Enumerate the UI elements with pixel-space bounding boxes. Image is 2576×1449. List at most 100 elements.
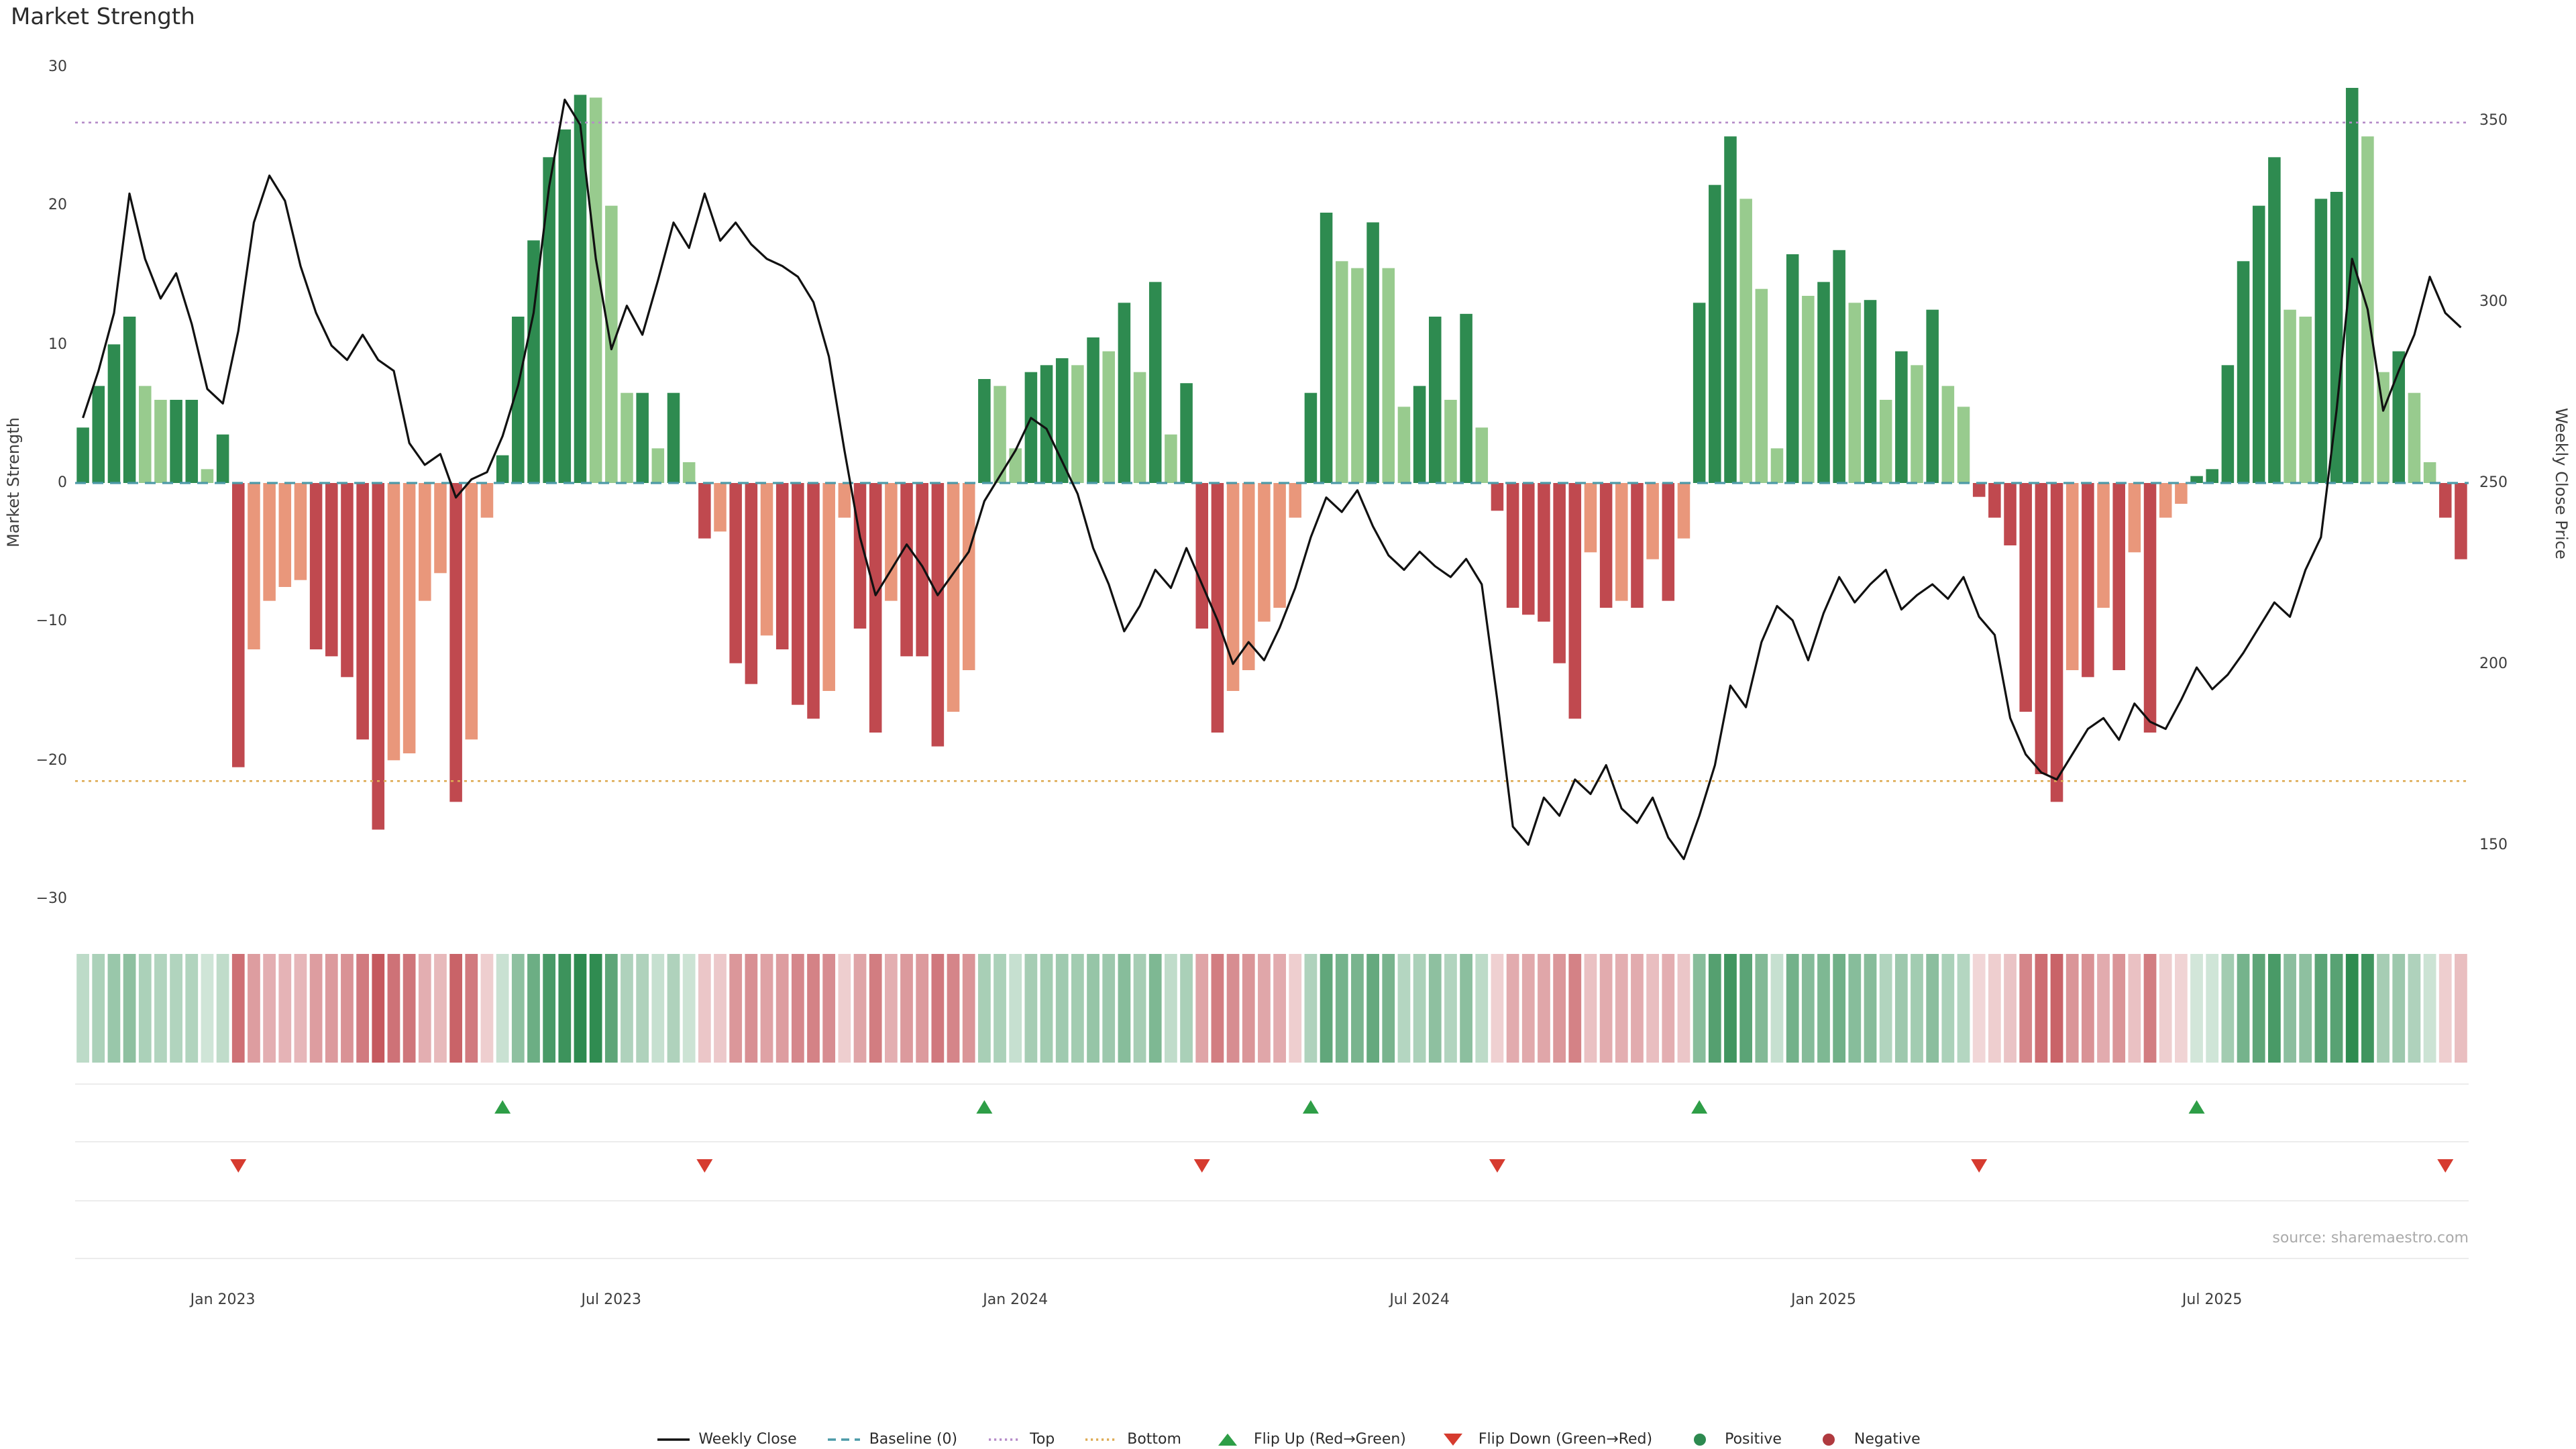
- strength-bar: [2314, 199, 2328, 483]
- heatmap-cell: [2237, 954, 2250, 1063]
- legend-label: Baseline (0): [869, 1430, 958, 1448]
- strength-bar: [372, 483, 385, 830]
- right-axis-title: Weekly Close Price: [2552, 407, 2571, 559]
- heatmap-cell: [2361, 954, 2374, 1063]
- strength-bar: [2392, 351, 2406, 483]
- x-axis-tick-label: Jul 2025: [2182, 1291, 2243, 1308]
- strength-bar: [885, 483, 898, 601]
- heatmap-cell: [931, 954, 945, 1063]
- strength-bar: [698, 483, 711, 539]
- strength-bar: [1413, 386, 1426, 483]
- x-axis-tick-label: Jul 2024: [1389, 1291, 1450, 1308]
- heatmap-cell: [900, 954, 913, 1063]
- strength-bar: [1833, 250, 1845, 483]
- heatmap-cell: [745, 954, 758, 1063]
- heatmap-cell: [1755, 954, 1768, 1063]
- heatmap-cell: [2408, 954, 2421, 1063]
- strength-bar: [651, 448, 665, 483]
- strength-bar: [947, 483, 960, 712]
- heatmap-cell: [480, 954, 494, 1063]
- legend-line-icon: [657, 1438, 690, 1440]
- strength-bar: [621, 392, 633, 483]
- heatmap-cell: [1118, 954, 1131, 1063]
- heatmap-cell: [1087, 954, 1099, 1063]
- legend-swatch: [1822, 1433, 1835, 1445]
- heatmap-cell: [822, 954, 836, 1063]
- strength-bar: [1273, 483, 1286, 608]
- strength-bar: [543, 157, 555, 483]
- strength-bar: [402, 483, 416, 753]
- heatmap-cell: [511, 954, 525, 1063]
- strength-bar: [2330, 192, 2343, 483]
- strength-bar: [1662, 483, 1675, 601]
- flip-up-marker: [2188, 1100, 2205, 1114]
- strength-bar: [1071, 365, 1084, 483]
- right-axis-tick-label: 250: [2479, 474, 2508, 491]
- flip-down-marker: [2437, 1159, 2454, 1173]
- heatmap-cell: [1226, 954, 1240, 1063]
- heatmap-cell: [2004, 954, 2017, 1063]
- heatmap-cell: [372, 954, 385, 1063]
- heatmap-cell: [2081, 954, 2094, 1063]
- strength-bar: [2455, 483, 2467, 559]
- heatmap-cell: [1957, 954, 1970, 1063]
- heatmap-cell: [1724, 954, 1737, 1063]
- heatmap-cell: [1009, 954, 1022, 1063]
- heatmap-cell: [1165, 954, 1177, 1063]
- strength-bar: [1429, 317, 1442, 483]
- plot-canvas: [75, 88, 2469, 1259]
- strength-bar: [2035, 483, 2048, 774]
- strength-bar: [1024, 372, 1038, 483]
- strength-bar: [278, 483, 292, 587]
- strength-bar: [1444, 400, 1457, 483]
- flip-down-marker: [696, 1159, 713, 1173]
- heatmap-cell: [2299, 954, 2312, 1063]
- heatmap-cell: [1242, 954, 1255, 1063]
- heatmap-cell: [1258, 954, 1271, 1063]
- legend-circle-icon: [1822, 1433, 1835, 1445]
- heatmap-cell: [636, 954, 649, 1063]
- legend-item-negative: Negative: [1811, 1430, 1921, 1448]
- strength-bar: [1304, 392, 1318, 483]
- heatmap-cell: [527, 954, 540, 1063]
- heatmap-cell: [1864, 954, 1877, 1063]
- right-axis-tick-label: 150: [2479, 835, 2508, 853]
- heatmap-cell: [714, 954, 727, 1063]
- right-axis-tick-label: 350: [2479, 111, 2508, 129]
- heatmap-cell: [1382, 954, 1395, 1063]
- heatmap-cell: [2097, 954, 2110, 1063]
- strength-bar: [931, 483, 945, 747]
- strength-bar: [1848, 303, 1862, 483]
- heatmap-cell: [1568, 954, 1582, 1063]
- heatmap-cell: [2128, 954, 2141, 1063]
- heatmap-cell: [1662, 954, 1675, 1063]
- heatmap-cell: [2455, 954, 2467, 1063]
- heatmap-cell: [1801, 954, 1815, 1063]
- heatmap-cell: [1460, 954, 1472, 1063]
- heatmap-cell: [1397, 954, 1411, 1063]
- heatmap-cell: [962, 954, 975, 1063]
- strength-bar: [248, 483, 260, 649]
- strength-bar: [216, 434, 229, 483]
- strength-bar: [232, 483, 245, 767]
- heatmap-cell: [154, 954, 167, 1063]
- strength-bar: [1724, 136, 1737, 484]
- heatmap-cell: [1102, 954, 1116, 1063]
- strength-bar: [449, 483, 462, 802]
- legend-label: Weekly Close: [698, 1430, 797, 1448]
- strength-bar: [512, 317, 525, 483]
- strength-bar: [1911, 365, 1923, 483]
- heatmap-cell: [263, 954, 276, 1063]
- heatmap-cell: [1848, 954, 1862, 1063]
- chart-title: Market Strength: [11, 4, 195, 31]
- legend-swatch: [1443, 1433, 1462, 1445]
- legend-triangle-up-icon: [1218, 1433, 1238, 1445]
- strength-bar: [2377, 372, 2390, 483]
- right-axis-tick-label: 200: [2479, 654, 2508, 672]
- heatmap-cell: [2221, 954, 2235, 1063]
- heatmap-cell: [574, 954, 587, 1063]
- legend: Weekly Close Baseline (0) Top Bottom Flip Up…: [0, 1430, 2576, 1448]
- heatmap-cell: [621, 954, 633, 1063]
- heatmap-cell: [2423, 954, 2436, 1063]
- heatmap-cell: [170, 954, 182, 1063]
